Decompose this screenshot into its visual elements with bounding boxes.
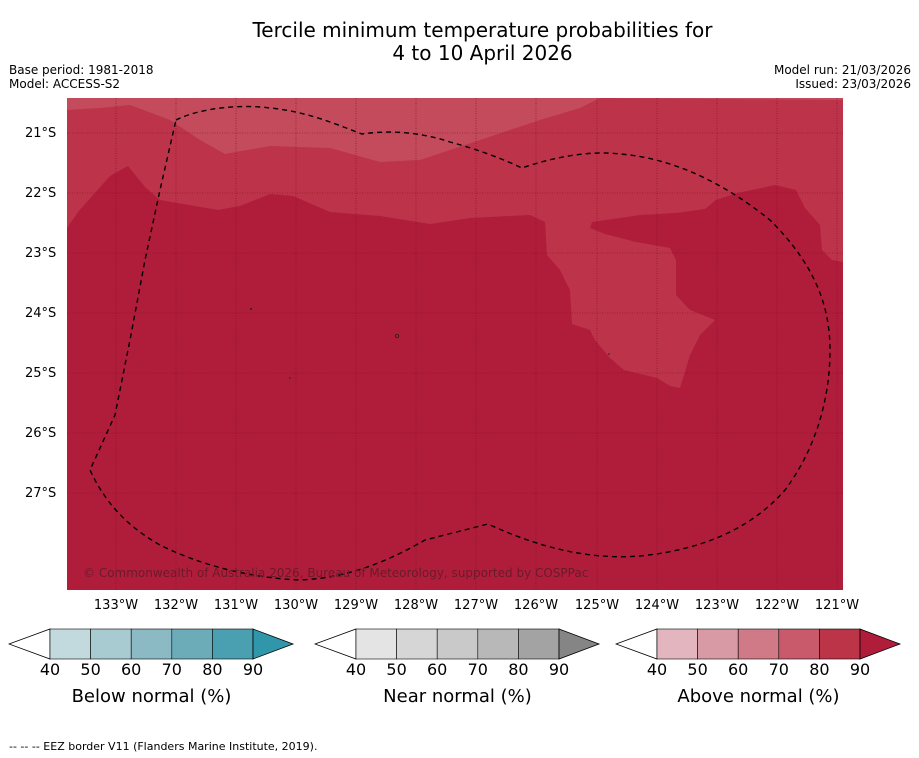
lon-label: 126°W xyxy=(513,598,559,613)
title-line-1: Tercile minimum temperature probabilitie… xyxy=(252,18,713,42)
colorbar-tick-label: 50 xyxy=(386,660,407,679)
colorbar-extend-low xyxy=(8,628,51,660)
meta-right: Model run: 21/03/2026 Issued: 23/03/2026 xyxy=(774,63,911,91)
colorbar-label-above: Above normal (%) xyxy=(677,686,840,707)
colorbar-label-near: Near normal (%) xyxy=(383,686,532,707)
colorbar-segment xyxy=(171,628,213,660)
colorbar-near-normal xyxy=(314,628,601,660)
colorbar-below-normal xyxy=(8,628,295,660)
colorbar-tick-label: 60 xyxy=(121,660,142,679)
colorbar-above-normal xyxy=(615,628,902,660)
colorbar-extend-low xyxy=(615,628,658,660)
colorbar-segment xyxy=(518,628,560,660)
lat-label: 24°S xyxy=(25,306,57,321)
lat-label: 23°S xyxy=(25,246,57,261)
colorbar-tick-label: 70 xyxy=(161,660,182,679)
lat-label: 26°S xyxy=(25,426,57,441)
colorbar-segment xyxy=(355,628,397,660)
island-marker xyxy=(394,333,399,338)
model-run-text: Model run: 21/03/2026 xyxy=(773,63,911,77)
title-line-2: 4 to 10 April 2026 xyxy=(392,41,573,65)
colorbar-tick-label: 60 xyxy=(728,660,749,679)
lon-label: 123°W xyxy=(694,598,740,613)
colorbar-tick-label: 40 xyxy=(345,660,367,679)
island-marker xyxy=(608,353,610,355)
colorbar-tick-label: 70 xyxy=(467,660,488,679)
colorbar-tick-label: 80 xyxy=(202,660,223,679)
lon-label: 131°W xyxy=(213,598,259,613)
lat-label: 27°S xyxy=(25,486,57,501)
colorbar-segment xyxy=(49,628,91,660)
island-marker xyxy=(289,377,291,379)
meta-left: Base period: 1981-2018 Model: ACCESS-S2 xyxy=(9,63,154,91)
island-marker xyxy=(250,308,252,310)
colorbar-segment xyxy=(436,628,479,660)
colorbar-tick-label: 50 xyxy=(687,660,708,679)
colorbar-tick-label: 90 xyxy=(849,660,871,679)
eez-footer-note: -- -- -- EEZ border V11 (Flanders Marine… xyxy=(9,740,318,753)
colorbar-extend-low xyxy=(314,628,357,660)
lat-label: 21°S xyxy=(25,126,57,141)
colorbar-segment xyxy=(212,628,254,660)
lon-label: 122°W xyxy=(754,598,800,613)
colorbar-extend-high xyxy=(252,628,295,660)
colorbar-tick-label: 80 xyxy=(508,660,529,679)
colorbar-segment xyxy=(697,628,739,660)
lon-label: 124°W xyxy=(634,598,680,613)
colorbar-tick-label: 60 xyxy=(427,660,448,679)
colorbar-tick-label: 90 xyxy=(548,660,570,679)
copyright-text: © Commonwealth of Australia 2026, Bureau… xyxy=(83,566,589,580)
colorbar-segment xyxy=(477,628,519,660)
colorbar-extend-high xyxy=(558,628,601,660)
colorbar-tick-label: 80 xyxy=(809,660,830,679)
lon-label: 127°W xyxy=(453,598,499,613)
lon-label: 125°W xyxy=(574,598,620,613)
colorbar-segment xyxy=(778,628,820,660)
lon-label: 128°W xyxy=(393,598,439,613)
map-title: Tercile minimum temperature probabilitie… xyxy=(0,19,919,65)
colorbar-segment xyxy=(819,628,861,660)
eez-border xyxy=(89,105,831,581)
colorbar-tick-label: 90 xyxy=(242,660,264,679)
lon-label: 133°W xyxy=(93,598,139,613)
lat-label: 25°S xyxy=(25,366,57,381)
colorbar-tick-label: 50 xyxy=(80,660,101,679)
lon-label: 129°W xyxy=(333,598,379,613)
colorbar-segment xyxy=(130,628,173,660)
colorbar-tick-label: 40 xyxy=(39,660,61,679)
lon-label: 121°W xyxy=(814,598,860,613)
lon-label: 132°W xyxy=(153,598,199,613)
colorbar-segment xyxy=(396,628,438,660)
colorbar-tick-label: 70 xyxy=(768,660,789,679)
colorbar-label-below: Below normal (%) xyxy=(71,686,232,707)
lon-label: 130°W xyxy=(273,598,319,613)
colorbar-segment xyxy=(90,628,132,660)
lat-label: 22°S xyxy=(25,186,57,201)
map-region-70-80 xyxy=(67,98,843,388)
colorbar-segment xyxy=(737,628,780,660)
colorbar-extend-high xyxy=(859,628,902,660)
model-text: Model: ACCESS-S2 xyxy=(9,77,121,91)
graticule xyxy=(67,98,843,590)
issued-text: Issued: 23/03/2026 xyxy=(795,77,911,91)
base-period-text: Base period: 1981-2018 xyxy=(9,63,154,77)
colorbar-segment xyxy=(656,628,698,660)
colorbar-tick-label: 40 xyxy=(646,660,668,679)
map-region-60-70 xyxy=(67,98,843,162)
